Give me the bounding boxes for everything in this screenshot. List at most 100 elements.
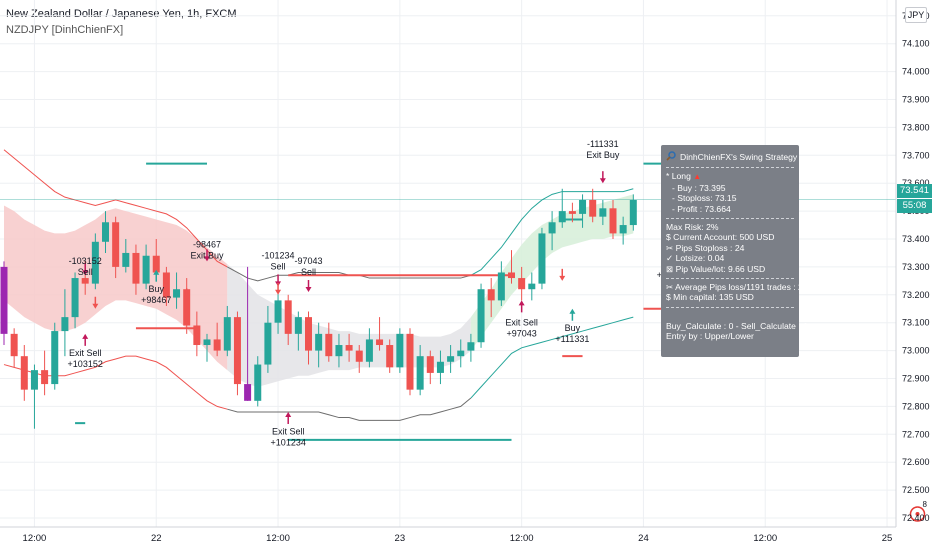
candle: [193, 325, 201, 346]
candle: [579, 199, 587, 214]
outer-lower-band-gray: [227, 397, 472, 421]
candle: [20, 356, 28, 390]
candle: [51, 331, 59, 385]
chart-title: New Zealand Dollar / Japanese Yen, 1h, F…: [6, 8, 237, 20]
y-tick-label: 73.600: [902, 178, 930, 188]
indicator-label[interactable]: NZDJPY [DinhChienFX]: [6, 24, 124, 36]
max-risk-line: Max Risk: 2%: [666, 222, 719, 233]
x-tick-label: 23: [395, 533, 406, 544]
stop-arrow-icon: [92, 296, 99, 309]
arrow-head: [204, 256, 210, 262]
candle: [629, 199, 637, 226]
position-line: * Long ▲: [666, 171, 702, 182]
candle: [457, 350, 465, 357]
signal-label: -101234: [262, 251, 295, 261]
pips-stoploss-line: ✂ Pips Stoploss : 24: [666, 242, 745, 253]
candle: [335, 345, 343, 357]
calc-line: Buy_Calculate : 0 - Sell_Calculate : 0: [666, 320, 808, 331]
y-tick-label: 74.000: [902, 67, 930, 77]
candle: [406, 333, 414, 390]
x-tick-label: 12:00: [510, 533, 534, 544]
candle: [213, 339, 221, 351]
y-tick-label: 72.900: [902, 374, 930, 384]
candle: [132, 252, 140, 284]
candle: [538, 233, 546, 284]
candle: [122, 252, 130, 267]
stop-arrow-icon: [305, 338, 312, 351]
signal-arrow-down-icon: [599, 171, 606, 184]
candle: [61, 317, 69, 332]
profit-line: - Profit : 73.664: [672, 203, 731, 214]
signal-label: Sell: [301, 267, 316, 277]
candle: [233, 317, 241, 385]
candle: [0, 266, 8, 334]
signal-arrow-down-icon: [305, 280, 312, 293]
y-tick-label: 72.400: [902, 513, 930, 523]
stop-arrow-icon: [183, 288, 190, 301]
candle: [436, 361, 444, 373]
magnifier-icon: [666, 151, 676, 163]
signal-label: Buy: [148, 284, 164, 294]
signal-label: Sell: [271, 262, 286, 272]
signal-label: Exit Sell: [505, 317, 538, 327]
candle: [41, 370, 49, 385]
stop-arrow-icon: [275, 282, 282, 295]
candle: [568, 211, 576, 214]
signal-label: -98467: [193, 239, 221, 249]
avg-pips-line: ✂ Average Pips loss/1191 trades : 28: [666, 282, 808, 293]
stoploss-line: - Stoploss: 73.15: [672, 193, 737, 204]
y-tick-label: 73.700: [902, 150, 930, 160]
arrow-head: [153, 269, 160, 275]
arrow-head: [518, 300, 525, 306]
candle: [487, 289, 495, 301]
candle: [112, 222, 120, 267]
candle: [264, 322, 272, 365]
candle: [355, 350, 363, 362]
candle: [294, 317, 302, 334]
candle: [244, 384, 252, 401]
x-tick-label: 24: [638, 533, 649, 544]
candle: [599, 208, 607, 217]
candle: [254, 364, 262, 401]
signal-label: Exit Buy: [190, 250, 224, 260]
account-line: $ Current Account: 500 USD: [666, 232, 775, 243]
candle: [416, 356, 424, 390]
candle: [223, 317, 231, 351]
candle: [345, 345, 353, 351]
candle: [365, 339, 373, 362]
candle: [376, 339, 384, 346]
arrow-head: [275, 289, 282, 295]
outer-upper-band-gray: [227, 266, 472, 282]
arrow-head: [305, 345, 312, 351]
candle: [548, 222, 556, 234]
x-tick-label: 22: [151, 533, 162, 544]
outer-upper-band-green: [470, 188, 634, 276]
candle: [203, 339, 211, 346]
y-tick-label: 72.500: [902, 485, 930, 495]
candle: [619, 225, 627, 234]
arrow-head: [599, 178, 606, 184]
stop-arrow-icon: [559, 268, 566, 281]
arrow-head: [82, 270, 89, 276]
arrow-head: [305, 287, 312, 293]
arrow-head: [92, 303, 99, 309]
candle: [558, 211, 566, 223]
entry-line: Entry by : Upper/Lower: [666, 331, 754, 342]
y-tick-label: 73.400: [902, 234, 930, 244]
x-tick-label: 12:00: [23, 533, 47, 544]
candle: [426, 356, 434, 373]
outer-lower-band-green: [470, 316, 634, 399]
candle: [609, 208, 617, 234]
event-count: 8: [923, 500, 928, 509]
candle: [142, 255, 150, 284]
y-tick-label: 73.300: [902, 262, 930, 272]
min-capital-line: $ Min capital: 135 USD: [666, 292, 754, 303]
candle: [274, 300, 282, 323]
candle: [284, 300, 292, 334]
currency-badge[interactable]: JPY: [905, 7, 927, 23]
lotsize-line: ✓ Lotsize: 0.04: [666, 253, 725, 264]
candle: [589, 199, 597, 217]
signal-arrow-up-icon: [153, 269, 160, 282]
candle: [152, 255, 160, 273]
strategy-info-panel: DinhChienFX's Swing Strategy * Long ▲ - …: [661, 145, 808, 357]
